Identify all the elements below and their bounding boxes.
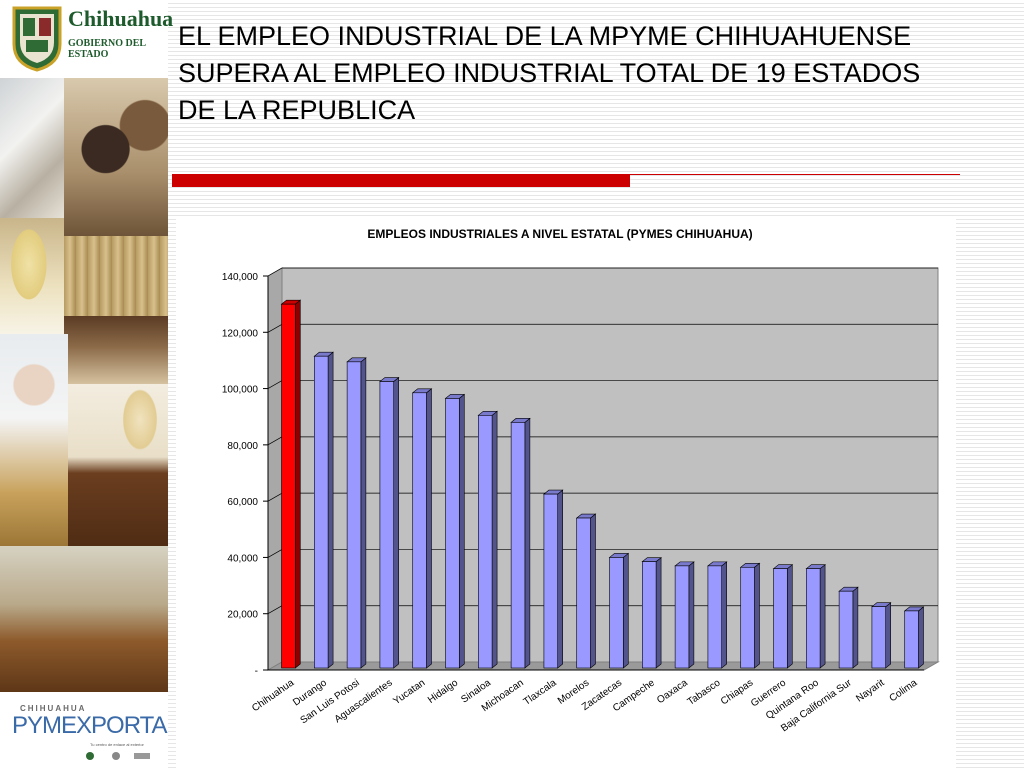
chart-title: EMPLEOS INDUSTRIALES A NIVEL ESTATAL (PY… bbox=[367, 227, 752, 241]
gridline-side bbox=[267, 492, 283, 502]
photo-baskets bbox=[64, 236, 168, 316]
bar bbox=[576, 517, 591, 669]
y-tick-label: - bbox=[255, 666, 258, 677]
logo-title: Chihuahua bbox=[68, 6, 174, 31]
gridline-side bbox=[267, 549, 283, 558]
bar-side bbox=[524, 417, 531, 669]
bar bbox=[871, 606, 886, 669]
bar bbox=[510, 422, 526, 669]
bar-side bbox=[786, 564, 793, 669]
photo-food-factory bbox=[0, 78, 64, 218]
sponsor-logos-icon bbox=[86, 752, 150, 760]
gridline-side bbox=[267, 380, 283, 389]
photo-dining-room bbox=[0, 546, 168, 692]
y-tick-label: 120,000 bbox=[222, 328, 259, 339]
bar-side bbox=[754, 562, 760, 669]
state-logo: Chihuahua GOBIERNO DEL ESTADO bbox=[0, 0, 173, 78]
x-category-label: Yucatan bbox=[391, 677, 427, 707]
plot-floor bbox=[266, 661, 940, 671]
y-tick-label: 140,000 bbox=[222, 272, 259, 283]
bar bbox=[838, 590, 854, 669]
bar bbox=[609, 557, 624, 669]
bar bbox=[740, 566, 755, 669]
bar bbox=[904, 610, 919, 669]
bar bbox=[478, 415, 493, 669]
pymexporta-logo-top: CHIHUAHUA bbox=[20, 704, 87, 713]
x-category-label: Tlaxcala bbox=[522, 677, 559, 708]
x-category-label: Oaxaca bbox=[655, 677, 690, 706]
bar bbox=[543, 493, 558, 669]
bar bbox=[314, 355, 329, 669]
bar-side bbox=[688, 561, 695, 669]
gridline-side bbox=[267, 436, 283, 446]
bar-side bbox=[721, 561, 727, 669]
bar-side bbox=[918, 606, 924, 669]
photo-dolls bbox=[64, 316, 168, 384]
photo-furniture bbox=[68, 384, 168, 546]
bar-side bbox=[458, 393, 465, 669]
x-category-label: Tabasco bbox=[686, 677, 723, 708]
bar bbox=[642, 561, 657, 669]
y-tick-label: 100,000 bbox=[222, 385, 259, 396]
y-tick-label: 60,000 bbox=[227, 497, 258, 508]
y-tick-label: 40,000 bbox=[227, 553, 258, 564]
x-category-label: Chihuahua bbox=[250, 677, 296, 714]
bar-side bbox=[360, 357, 367, 669]
bar bbox=[674, 565, 690, 669]
x-category-label: Nayarit bbox=[854, 677, 886, 704]
photo-pottery bbox=[64, 78, 168, 236]
bar bbox=[412, 392, 427, 669]
photo-worker bbox=[0, 334, 68, 546]
bar-side bbox=[655, 557, 662, 669]
x-category-label: Hidalgo bbox=[426, 677, 460, 706]
bar bbox=[773, 568, 788, 669]
y-tick-label: 80,000 bbox=[227, 441, 258, 452]
logo-subtitle: GOBIERNO DEL ESTADO bbox=[68, 38, 146, 60]
bar-side bbox=[852, 586, 859, 669]
bar-side bbox=[819, 564, 826, 669]
chart-canvas: EMPLEOS INDUSTRIALES A NIVEL ESTATAL (PY… bbox=[222, 227, 940, 734]
bar-side bbox=[426, 388, 432, 669]
x-category-label: Colima bbox=[888, 677, 920, 704]
pymexporta-tagline: Tu centro de enlace al exterior bbox=[90, 742, 144, 747]
title-underline-line bbox=[630, 174, 960, 175]
y-tick-label: 20,000 bbox=[227, 610, 258, 621]
gridline-side bbox=[267, 605, 283, 615]
gridline-side bbox=[267, 323, 283, 333]
bar bbox=[707, 565, 722, 669]
bar-side bbox=[393, 376, 399, 669]
bar-chart: EMPLEOS INDUSTRIALES A NIVEL ESTATAL (PY… bbox=[176, 216, 956, 768]
photo-cheese bbox=[0, 218, 64, 334]
slide-title: EL EMPLEO INDUSTRIAL DE LA MPYME CHIHUAH… bbox=[178, 21, 921, 125]
bar bbox=[445, 398, 460, 669]
bar-side bbox=[294, 299, 301, 669]
bar-side bbox=[327, 351, 334, 669]
bar-side bbox=[590, 513, 596, 669]
bar-side bbox=[557, 489, 563, 669]
bar-side bbox=[491, 410, 498, 669]
bar bbox=[346, 361, 362, 669]
x-category-label: Aguascalientes bbox=[333, 677, 395, 725]
left-decorative-panel: Chihuahua GOBIERNO DEL ESTADO CHIHUAHUA … bbox=[0, 0, 173, 768]
bar bbox=[281, 303, 296, 669]
pymexporta-logo: CHIHUAHUA PYMEXPORTA Tu centro de enlace… bbox=[0, 692, 168, 768]
state-crest-icon bbox=[12, 6, 62, 72]
gridline-side bbox=[267, 267, 283, 277]
pymexporta-logo-brand: PYMEXPORTA bbox=[12, 712, 167, 739]
title-underline-bar bbox=[172, 174, 630, 187]
bar bbox=[806, 568, 821, 669]
bar-side bbox=[622, 552, 629, 669]
photo-collage bbox=[0, 78, 168, 692]
bar bbox=[379, 381, 394, 669]
bar-side bbox=[885, 602, 891, 669]
